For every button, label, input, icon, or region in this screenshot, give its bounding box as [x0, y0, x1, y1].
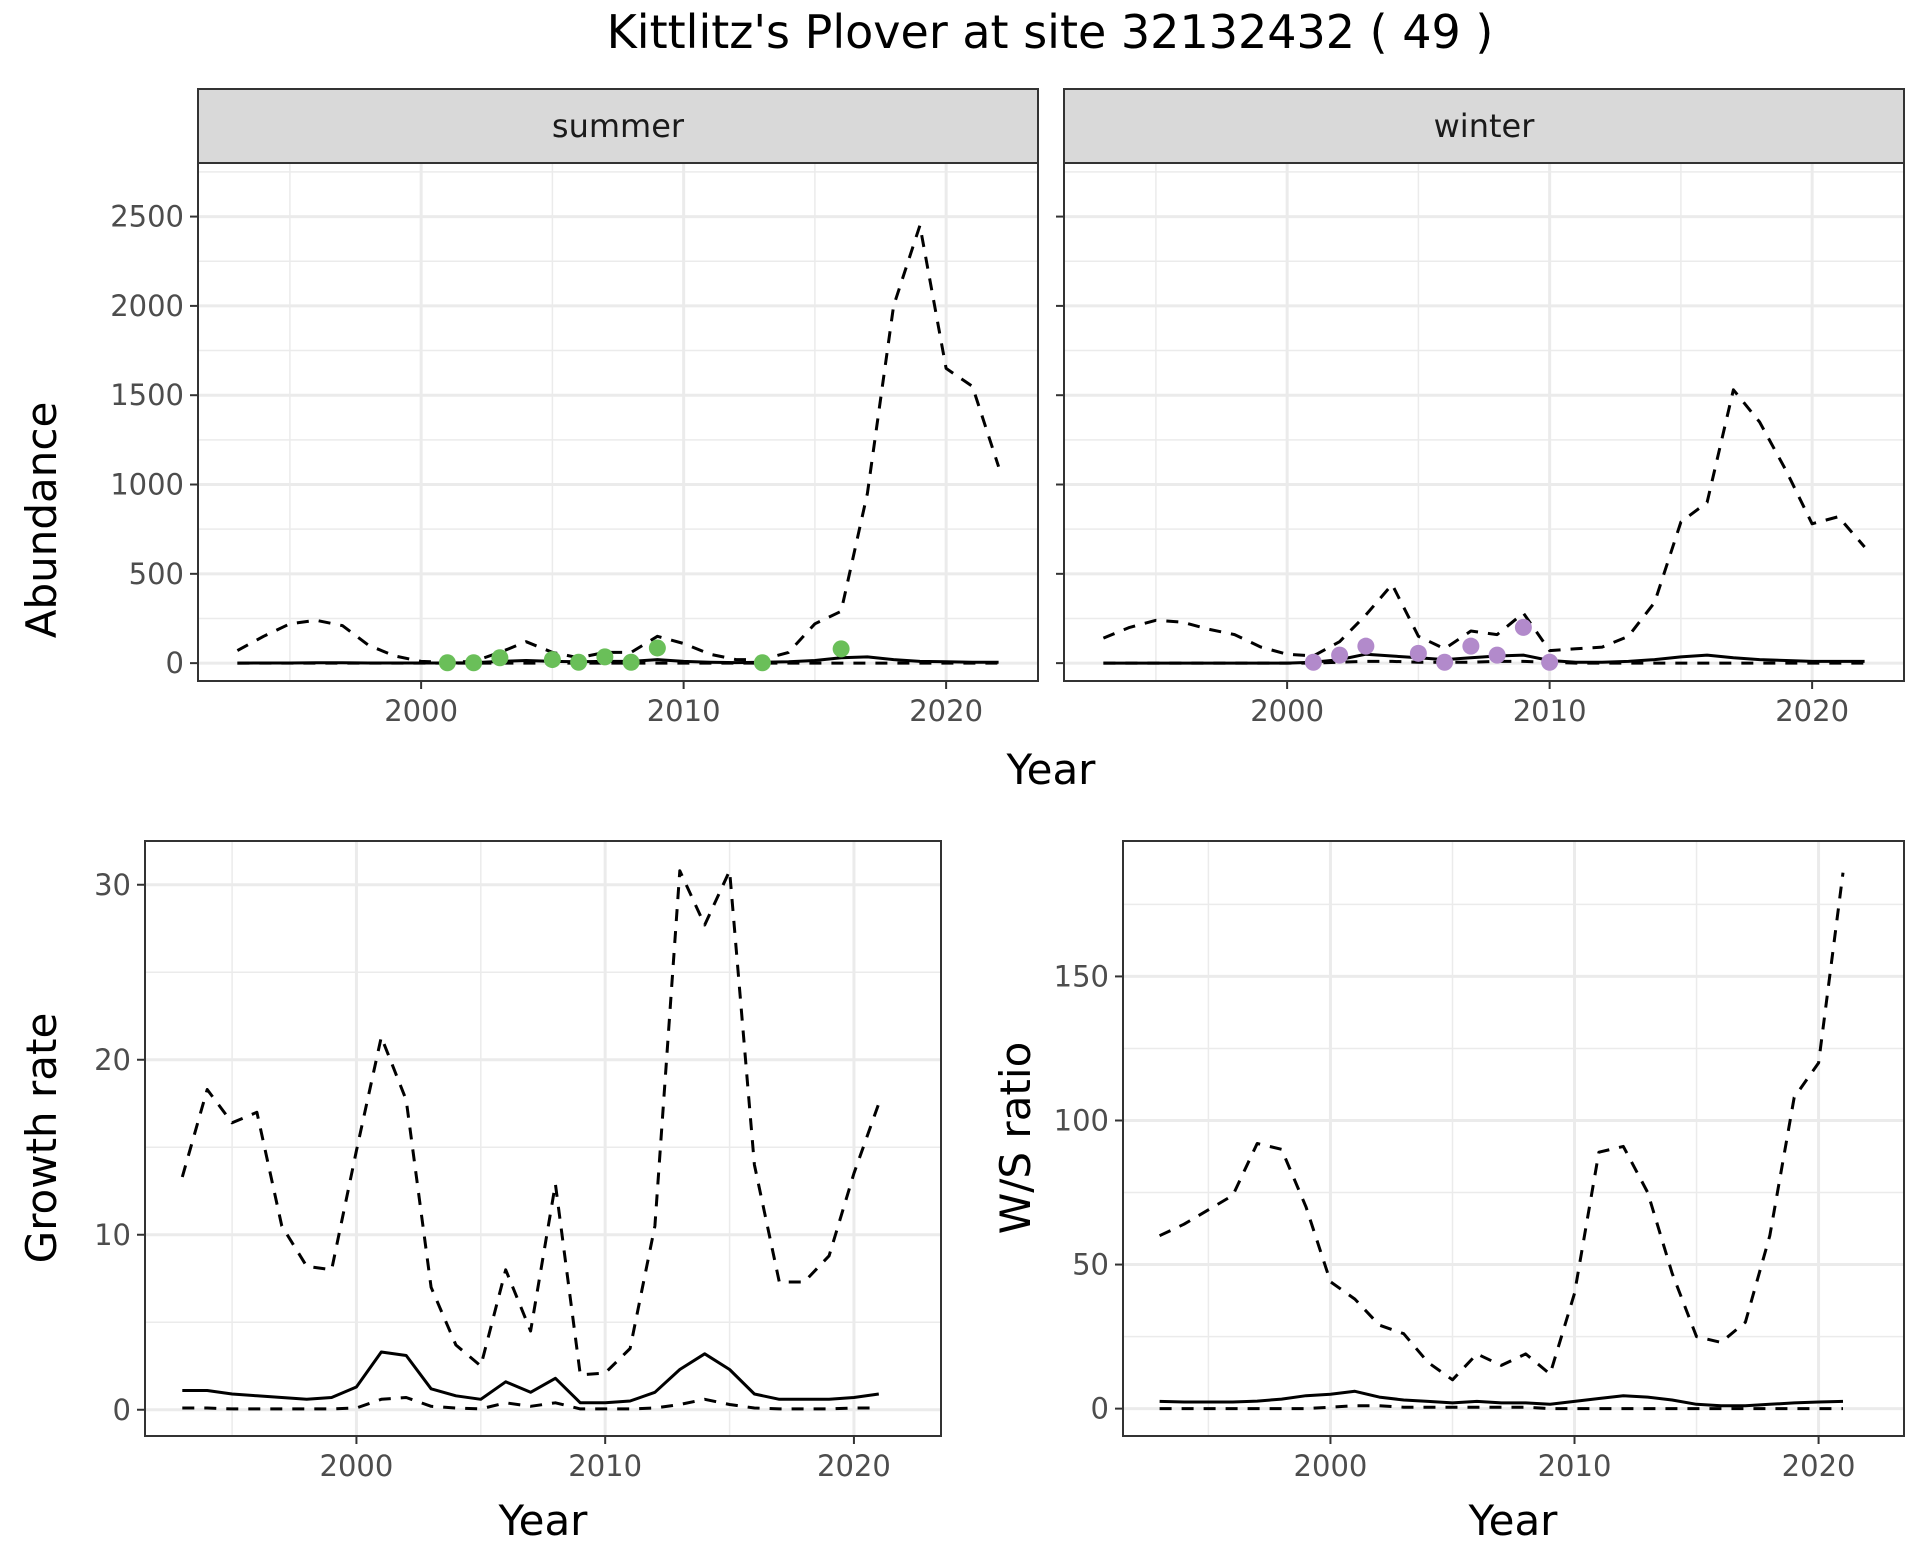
series-line-3-dashed: [1159, 1404, 1843, 1411]
panel-border: [144, 840, 942, 1437]
y-tick-label: 10: [94, 1218, 131, 1252]
series-line-2-solid: [1103, 652, 1865, 665]
observation-point: [596, 648, 614, 666]
series-line-1-dashed: [236, 224, 1001, 664]
x-tick-label: 2020: [909, 694, 983, 728]
x-tick-label: 2000: [1250, 694, 1324, 728]
x-tick-label: 2020: [817, 1449, 891, 1483]
x-tick-label: 2020: [1775, 694, 1849, 728]
observation-point: [1304, 653, 1322, 671]
facet-strip-label: winter: [1434, 107, 1536, 145]
series-line-1-dashed: [180, 869, 881, 1377]
panel-border: [1122, 840, 1905, 1437]
observation-point: [622, 653, 640, 671]
observation-point: [753, 654, 771, 672]
ratio-x-axis-title: Year: [1468, 1496, 1559, 1545]
x-tick-label: 2010: [1513, 694, 1587, 728]
growth-y-axis-title: Growth rate: [17, 1013, 66, 1264]
series-line-3-dashed: [1103, 659, 1865, 665]
x-tick-label: 2020: [1782, 1449, 1856, 1483]
x-tick-label: 2010: [1538, 1449, 1612, 1483]
x-tick-label: 2000: [384, 694, 458, 728]
series-line-2-solid: [182, 1350, 880, 1405]
panel-summer: summer 2000 2010 2020 0 500 1000 1500 2000 2500: [110, 88, 1039, 728]
observation-point: [570, 653, 588, 671]
ratio-y-axis-title: W/S ratio: [991, 1042, 1040, 1235]
observation-point: [465, 654, 483, 672]
observation-point: [1409, 644, 1427, 662]
top-y-axis-title: Abundance: [17, 402, 66, 639]
observation-point: [1462, 637, 1480, 655]
series-line-3-dashed: [182, 1396, 879, 1411]
y-tick-label: 50: [1072, 1248, 1109, 1282]
observation-point: [1514, 618, 1532, 636]
figure-title: Kittlitz's Plover at site 32132432 ( 49 …: [607, 5, 1494, 59]
facet-strip: [197, 88, 1039, 164]
y-tick-label: 100: [1054, 1103, 1109, 1137]
x-tick-label: 2000: [320, 1449, 394, 1483]
series-line-1-dashed: [1158, 872, 1845, 1382]
y-tick-label: 0: [166, 646, 184, 680]
y-tick-label: 1500: [110, 378, 184, 412]
y-tick-label: 0: [113, 1393, 131, 1427]
growth-x-axis-title: Year: [498, 1496, 589, 1545]
panel-border: [197, 162, 1039, 682]
x-tick-label: 2010: [647, 694, 721, 728]
observation-point: [1488, 646, 1506, 664]
observation-point: [1357, 637, 1375, 655]
y-tick-label: 30: [94, 868, 131, 902]
observation-point: [648, 639, 666, 657]
x-tick-label: 2010: [568, 1449, 642, 1483]
y-tick-label: 20: [94, 1043, 131, 1077]
y-tick-label: 2500: [110, 200, 184, 234]
observation-point: [1541, 653, 1559, 671]
y-tick-label: 0: [1091, 1392, 1109, 1426]
facet-strip: [1063, 88, 1905, 164]
y-tick-label: 150: [1054, 959, 1109, 993]
observation-point: [1331, 646, 1349, 664]
series-line-1-dashed: [1102, 388, 1866, 658]
top-x-axis-title: Year: [1006, 745, 1097, 794]
panel-growth: 2000 2010 2020 0 10 20 30: [94, 840, 942, 1483]
y-tick-label: 1000: [110, 468, 184, 502]
panel-border: [1063, 162, 1905, 682]
observation-point: [543, 651, 561, 669]
series-line-2-solid: [237, 655, 999, 665]
panel-ratio: 2000 2010 2020 0 50 100 150: [1054, 840, 1905, 1483]
observation-point: [491, 649, 509, 667]
x-tick-label: 2000: [1294, 1449, 1368, 1483]
facet-strip-label: summer: [552, 107, 685, 145]
panel-winter: winter 2000 2010 2020: [1056, 88, 1905, 728]
series-line-2-solid: [1159, 1389, 1844, 1408]
observation-point: [438, 654, 456, 672]
observation-point: [1436, 653, 1454, 671]
y-tick-label: 2000: [110, 289, 184, 323]
observation-point: [832, 640, 850, 658]
y-tick-label: 500: [129, 557, 184, 591]
